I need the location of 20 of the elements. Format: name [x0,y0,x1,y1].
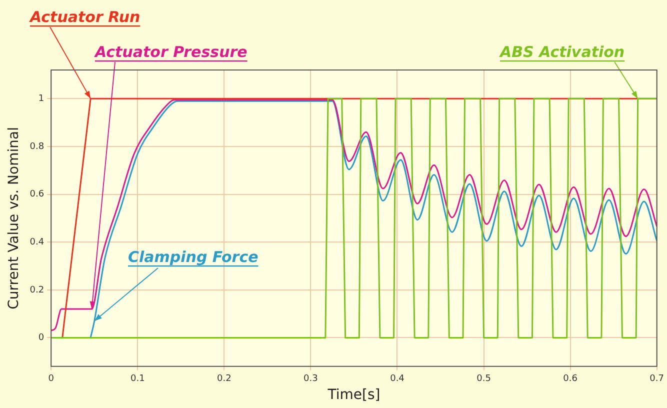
y-tick-label: 0.4 [30,237,44,248]
y-axis-title: Current Value vs. Nominal [6,127,22,310]
x-axis-title: Time[s] [326,387,380,404]
x-tick-label: 0.7 [650,374,664,384]
y-tick-label: 0.2 [30,285,44,296]
y-tick-label: 0 [38,333,44,344]
series-label: Clamping Force [128,248,258,266]
text: ABS Activation [499,43,625,61]
x-tick-label: 0.6 [563,374,578,384]
x-tick-label: 0.3 [304,374,318,384]
x-tick-label: 0.4 [390,374,405,384]
x-tick-label: 0.1 [130,374,145,384]
text: Actuator Run [29,8,140,26]
text: Actuator Pressure [94,43,248,61]
y-tick-label: 0.6 [30,190,44,200]
x-tick-label: 0 [48,374,54,384]
x-tick-label: 0.2 [217,374,232,384]
y-tick-label: 0.8 [30,142,44,152]
x-tick-label: 0.5 [476,374,491,384]
y-tick-label: 1 [38,94,44,104]
